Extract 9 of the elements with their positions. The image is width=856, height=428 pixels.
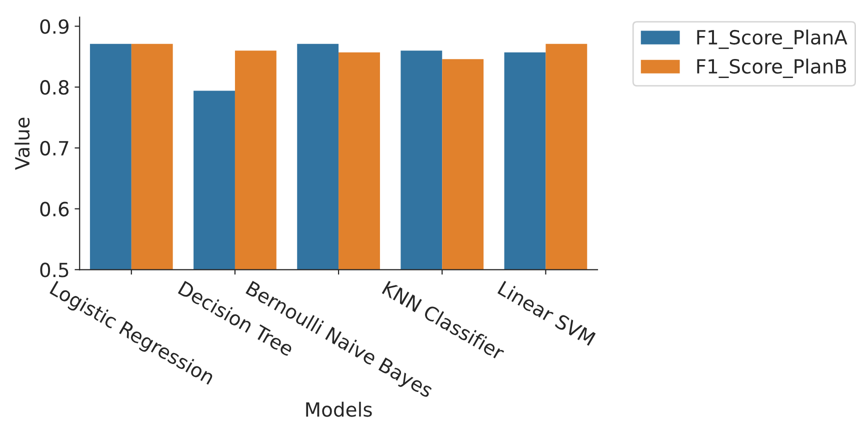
y-tick-label: 0.5 [40, 262, 68, 278]
y-axis-title: Value [14, 118, 30, 170]
y-tick-label: 0.9 [40, 19, 69, 34]
y-tick-label: 0.6 [40, 202, 69, 216]
y-tick-label: 0.8 [40, 80, 69, 95]
legend-label: F1_Score_PlanB [697, 58, 846, 78]
legend-label: F1_Score_PlanA [697, 30, 848, 49]
x-axis-title: Models [306, 402, 372, 417]
y-tick-label: 0.7 [40, 140, 68, 156]
